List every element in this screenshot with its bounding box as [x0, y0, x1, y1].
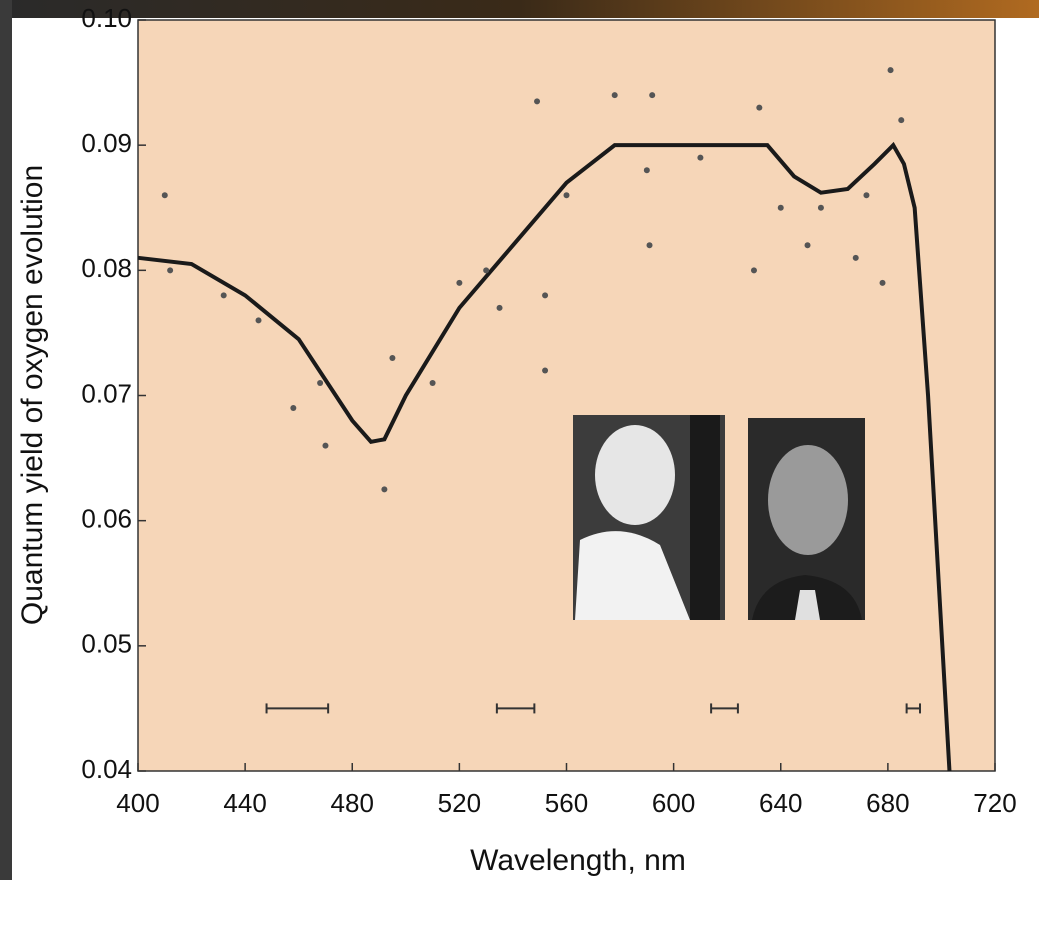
x-tick-label: 600: [652, 788, 695, 818]
x-tick-label: 400: [116, 788, 159, 818]
data-point: [161, 192, 168, 199]
x-tick-label: 560: [545, 788, 588, 818]
data-point: [563, 192, 570, 199]
x-tick-label: 440: [223, 788, 266, 818]
y-tick-label: 0.09: [81, 128, 132, 158]
y-tick-label: 0.04: [81, 754, 132, 784]
data-point: [290, 405, 297, 412]
data-point: [697, 154, 704, 161]
plot-area: [137, 19, 996, 772]
y-tick-label: 0.07: [81, 378, 132, 408]
x-axis-label: Wavelength, nm: [470, 844, 686, 877]
data-point: [646, 242, 653, 249]
y-axis-label: Quantum yield of oxygen evolution: [16, 165, 49, 625]
x-tick-label: 520: [438, 788, 481, 818]
data-point: [456, 279, 463, 286]
data-point: [483, 267, 490, 274]
y-tick-label: 0.06: [81, 504, 132, 534]
data-point: [643, 167, 650, 174]
data-point: [496, 304, 503, 311]
data-point: [804, 242, 811, 249]
y-tick-label: 0.10: [81, 3, 132, 33]
data-point: [322, 442, 329, 449]
data-point: [898, 117, 905, 124]
data-point: [649, 92, 656, 99]
data-point: [887, 67, 894, 74]
data-point: [429, 379, 436, 386]
data-point: [220, 292, 227, 299]
left-strip: [0, 0, 12, 880]
data-point: [542, 367, 549, 374]
top-band: [0, 0, 1039, 18]
data-point: [756, 104, 763, 111]
data-point: [542, 292, 549, 299]
photo-right: [748, 418, 865, 620]
data-point: [389, 354, 396, 361]
data-point: [750, 267, 757, 274]
photo-left: [573, 415, 725, 620]
x-tick-label: 680: [866, 788, 909, 818]
x-tick-label: 480: [331, 788, 374, 818]
fit-line: [137, 141, 952, 772]
data-point: [381, 486, 388, 493]
data-point: [817, 204, 824, 211]
data-point: [777, 204, 784, 211]
data-point: [167, 267, 174, 274]
data-point: [534, 98, 541, 105]
data-point: [255, 317, 262, 324]
x-tick-label: 640: [759, 788, 802, 818]
y-tick-label: 0.08: [81, 253, 132, 283]
data-point: [852, 254, 859, 261]
y-tick-label: 0.05: [81, 629, 132, 659]
data-point: [879, 279, 886, 286]
x-tick-label: 720: [973, 788, 1016, 818]
data-point: [611, 92, 618, 99]
data-point: [317, 379, 324, 386]
data-point: [863, 192, 870, 199]
